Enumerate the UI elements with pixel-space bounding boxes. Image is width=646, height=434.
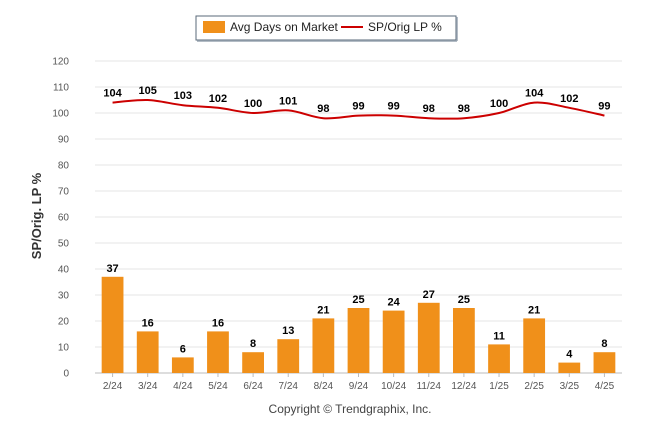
y-axis: 0 10 20 30 40 50 60 70 80 90 100 110 120 <box>52 57 69 380</box>
y-tick-label: 40 <box>58 265 70 276</box>
bar <box>417 302 440 373</box>
x-tick-label: 12/24 <box>451 381 476 392</box>
bar-data-label: 16 <box>212 317 224 329</box>
bar <box>523 318 546 373</box>
series-line <box>112 98 605 120</box>
bar-data-label: 8 <box>601 338 607 350</box>
bar-data-label: 11 <box>493 330 505 342</box>
legend-label-line: SP/Orig LP % <box>368 20 442 34</box>
line-data-label: 98 <box>458 103 470 115</box>
y-tick-label: 70 <box>58 187 70 198</box>
bar <box>136 331 159 373</box>
y-tick-label: 80 <box>58 161 70 172</box>
bar-data-label: 6 <box>180 343 186 355</box>
y-tick-label: 90 <box>58 135 70 146</box>
bar-data-label: 16 <box>142 317 154 329</box>
bar-data-label: 8 <box>250 338 256 350</box>
bar <box>488 344 510 373</box>
line-series: 104 105 103 102 100 101 98 99 99 98 98 100 104 102 99 <box>103 85 611 120</box>
x-tick-label: 9/24 <box>349 381 369 392</box>
x-tick-label: 3/25 <box>560 381 580 392</box>
bar-series: 37 16 6 16 8 13 21 25 24 27 25 11 21 4 8 <box>101 263 616 373</box>
x-tick-label: 7/24 <box>278 381 298 392</box>
line-data-label: 101 <box>279 95 297 107</box>
bar <box>382 310 405 373</box>
line-data-label: 104 <box>103 88 122 100</box>
bar <box>347 308 370 373</box>
line-data-label: 99 <box>352 101 364 113</box>
y-tick-label: 50 <box>58 239 70 250</box>
y-tick-label: 120 <box>52 57 69 68</box>
y-tick-label: 100 <box>52 109 69 120</box>
legend-swatch-bar <box>203 21 225 33</box>
bar <box>101 276 124 373</box>
x-tick-label: 8/24 <box>314 381 334 392</box>
bar-data-label: 27 <box>423 289 435 301</box>
bar <box>171 357 194 373</box>
line-data-label: 103 <box>174 90 192 102</box>
bar-data-label: 25 <box>458 294 470 306</box>
x-tick-label: 3/24 <box>138 381 158 392</box>
line-data-label: 98 <box>423 103 435 115</box>
line-data-label: 99 <box>598 101 610 113</box>
x-tick-label: 11/24 <box>417 381 442 392</box>
x-tick-label: 2/24 <box>103 381 123 392</box>
y-tick-label: 20 <box>58 317 70 328</box>
legend-label-bar: Avg Days on Market <box>230 20 338 34</box>
bar-data-label: 21 <box>528 304 540 316</box>
line-data-label: 100 <box>490 98 508 110</box>
x-axis: 2/24 3/24 4/24 5/24 6/24 7/24 8/24 9/24 10/24 11/… <box>103 373 615 392</box>
bar-data-label: 37 <box>106 263 118 275</box>
bar-data-label: 25 <box>352 294 364 306</box>
line-data-label: 98 <box>317 103 329 115</box>
bar <box>277 339 300 373</box>
bar <box>207 331 229 373</box>
legend-box <box>195 15 457 41</box>
copyright-text: Copyright © Trendgraphix, Inc. <box>269 402 432 416</box>
x-tick-label: 5/24 <box>208 381 228 392</box>
y-tick-label: 60 <box>58 213 70 224</box>
bar <box>312 318 335 373</box>
line-data-label: 99 <box>388 101 400 113</box>
bar <box>242 352 264 373</box>
x-tick-label: 4/24 <box>173 381 193 392</box>
bar-data-label: 21 <box>317 304 329 316</box>
x-tick-label: 2/25 <box>524 381 544 392</box>
bar-data-label: 13 <box>282 325 294 337</box>
x-tick-label: 6/24 <box>243 381 263 392</box>
x-tick-label: 4/25 <box>595 381 615 392</box>
y-tick-label: 30 <box>58 291 70 302</box>
bar-data-label: 4 <box>566 349 573 361</box>
line-data-label: 104 <box>525 88 544 100</box>
bar <box>558 362 581 373</box>
y-tick-label: 10 <box>58 343 70 354</box>
x-tick-label: 1/25 <box>489 381 509 392</box>
line-data-label: 102 <box>560 93 578 105</box>
bar-data-label: 24 <box>388 297 401 309</box>
y-axis-title: SP/Orig. LP % <box>29 172 44 259</box>
line-data-label: 105 <box>139 85 157 97</box>
line-data-label: 100 <box>244 98 262 110</box>
y-tick-label: 0 <box>63 369 69 380</box>
line-data-label: 102 <box>209 93 227 105</box>
grid <box>95 60 622 374</box>
legend: Avg Days on Market SP/Orig LP % <box>195 15 458 42</box>
bar <box>593 352 616 373</box>
bar <box>453 308 475 373</box>
x-tick-label: 10/24 <box>381 381 406 392</box>
y-tick-label: 110 <box>53 83 69 94</box>
